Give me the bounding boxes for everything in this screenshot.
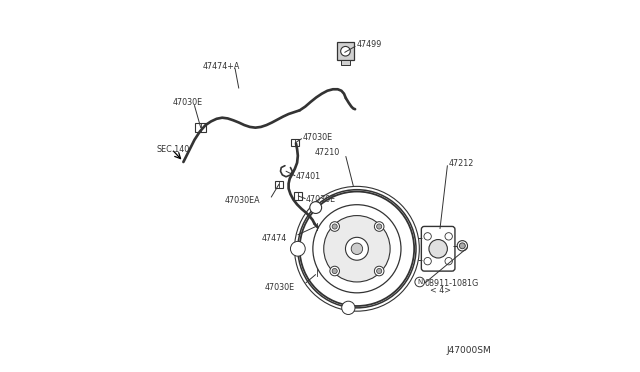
Text: 47499: 47499 bbox=[356, 41, 381, 49]
Text: SEC.140: SEC.140 bbox=[157, 145, 190, 154]
Text: N: N bbox=[417, 279, 422, 285]
Circle shape bbox=[330, 222, 339, 231]
Text: < 4>: < 4> bbox=[429, 286, 451, 295]
Circle shape bbox=[298, 190, 416, 308]
Circle shape bbox=[313, 205, 401, 293]
Text: 47030E: 47030E bbox=[172, 99, 202, 108]
Circle shape bbox=[346, 237, 369, 260]
FancyBboxPatch shape bbox=[294, 192, 302, 200]
Text: 47474: 47474 bbox=[261, 234, 287, 243]
Text: 47030E: 47030E bbox=[264, 283, 294, 292]
Text: 47212: 47212 bbox=[449, 158, 474, 168]
Circle shape bbox=[294, 186, 419, 311]
Circle shape bbox=[376, 224, 382, 229]
Text: 47474+A: 47474+A bbox=[202, 61, 240, 71]
Text: 47401: 47401 bbox=[296, 172, 321, 181]
Circle shape bbox=[330, 266, 339, 276]
Text: 47030E: 47030E bbox=[302, 133, 332, 142]
Circle shape bbox=[415, 277, 424, 287]
Circle shape bbox=[424, 232, 431, 240]
FancyBboxPatch shape bbox=[341, 60, 349, 65]
Circle shape bbox=[457, 241, 467, 251]
Circle shape bbox=[310, 202, 322, 214]
Text: 47030EA: 47030EA bbox=[225, 196, 260, 205]
Circle shape bbox=[374, 222, 384, 231]
Circle shape bbox=[460, 243, 465, 249]
Text: J47000SM: J47000SM bbox=[447, 346, 492, 355]
Circle shape bbox=[340, 46, 350, 56]
Circle shape bbox=[445, 257, 452, 265]
Circle shape bbox=[332, 269, 337, 274]
FancyBboxPatch shape bbox=[195, 123, 206, 132]
Circle shape bbox=[351, 243, 363, 254]
FancyBboxPatch shape bbox=[291, 139, 300, 147]
Circle shape bbox=[291, 241, 305, 256]
FancyBboxPatch shape bbox=[337, 42, 355, 61]
Text: 08911-1081G: 08911-1081G bbox=[425, 279, 479, 288]
Circle shape bbox=[424, 257, 431, 265]
FancyBboxPatch shape bbox=[314, 269, 321, 276]
Circle shape bbox=[429, 240, 447, 258]
Text: 47210: 47210 bbox=[315, 148, 340, 157]
FancyBboxPatch shape bbox=[421, 227, 455, 271]
Circle shape bbox=[324, 216, 390, 282]
Circle shape bbox=[445, 232, 452, 240]
Circle shape bbox=[332, 224, 337, 229]
Circle shape bbox=[376, 269, 382, 274]
Circle shape bbox=[374, 266, 384, 276]
Text: 47030E: 47030E bbox=[306, 195, 336, 204]
FancyBboxPatch shape bbox=[314, 223, 321, 230]
FancyBboxPatch shape bbox=[275, 181, 283, 188]
Circle shape bbox=[342, 301, 355, 314]
Circle shape bbox=[300, 192, 414, 306]
